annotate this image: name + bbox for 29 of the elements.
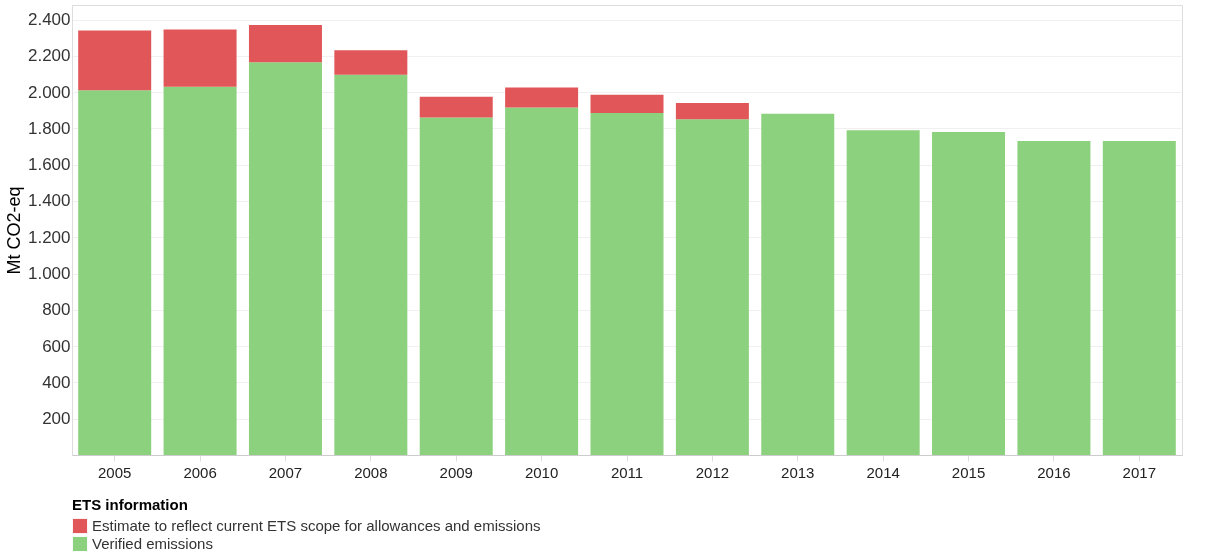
y-tick-label: 2.200 xyxy=(27,46,71,66)
y-tick-label: 800 xyxy=(42,300,71,320)
x-tick-label: 2015 xyxy=(951,463,986,481)
y-tick-label: 600 xyxy=(42,336,71,356)
y-tick-label: 2.000 xyxy=(27,82,71,102)
x-tick-label: 2007 xyxy=(268,463,303,481)
legend-label: Verified emissions xyxy=(92,535,213,552)
y-tick-label: 1.800 xyxy=(27,118,71,138)
y-tick-label: 1.400 xyxy=(27,191,71,211)
y-tick-label: 200 xyxy=(42,409,71,429)
x-tick-label: 2011 xyxy=(610,463,644,481)
x-tick-label: 2012 xyxy=(695,463,730,481)
y-tick-label: 1.600 xyxy=(27,155,71,175)
y-tick-label: 1.200 xyxy=(27,227,71,247)
x-tick-label: 2005 xyxy=(98,463,132,481)
y-tick-label: 1.000 xyxy=(27,264,71,284)
y-tick-label: 2.400 xyxy=(27,10,71,30)
x-tick-label: 2009 xyxy=(439,463,473,481)
x-tick-label: 2010 xyxy=(524,463,559,481)
y-axis-title: Mt CO2-eq xyxy=(3,186,24,275)
x-tick-label: 2006 xyxy=(183,463,217,481)
x-tick-label: 2013 xyxy=(781,463,815,481)
x-tick-label: 2017 xyxy=(1122,463,1156,481)
x-tick-label: 2014 xyxy=(866,463,900,481)
legend-title: ETS information xyxy=(72,496,188,513)
y-tick-label: 400 xyxy=(42,372,71,392)
legend-label: Estimate to reflect current ETS scope for allowances and emissions xyxy=(92,517,541,534)
x-tick-label: 2008 xyxy=(354,463,388,481)
x-tick-label: 2016 xyxy=(1037,463,1071,481)
